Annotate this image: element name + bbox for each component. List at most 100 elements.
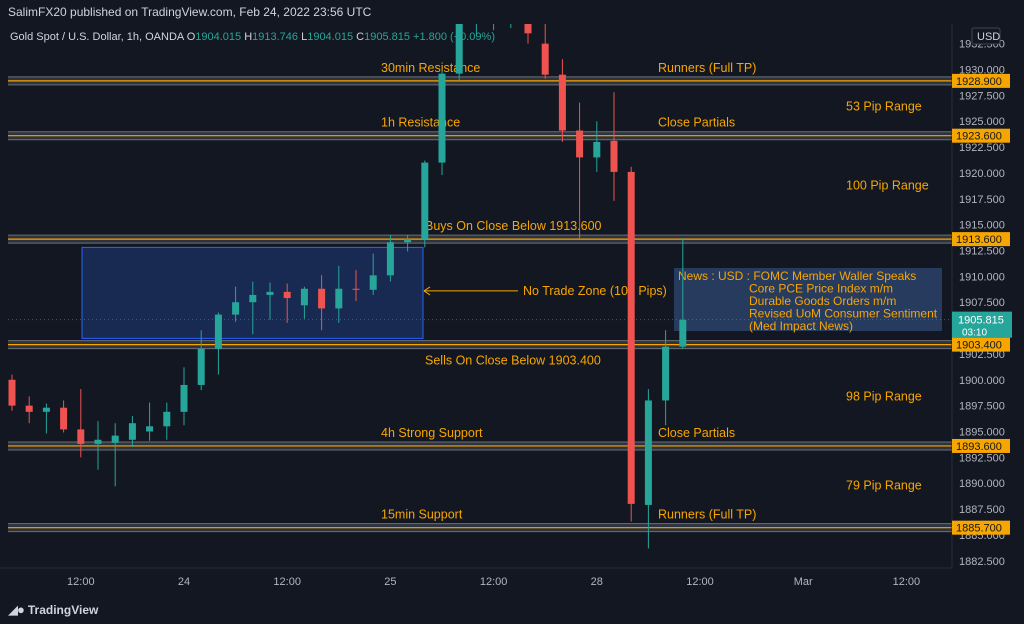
candle-body xyxy=(25,405,33,412)
candle[interactable] xyxy=(77,389,85,458)
x-tick-label: 25 xyxy=(384,576,396,588)
countdown-text: 03:10 xyxy=(962,328,987,339)
candle[interactable] xyxy=(627,166,635,522)
candle[interactable] xyxy=(421,160,429,248)
level-price-tag: 1893.600 xyxy=(952,438,1010,453)
x-tick-label: Mar xyxy=(794,576,813,588)
candle[interactable] xyxy=(644,389,652,549)
candle-body xyxy=(627,171,635,504)
legend-part: 1905.815 xyxy=(364,31,413,43)
y-tick-label: 1912.500 xyxy=(959,245,1005,257)
candle[interactable] xyxy=(300,286,308,319)
candle[interactable] xyxy=(111,423,119,487)
candle-body xyxy=(146,426,154,432)
level-6[interactable]: 15min Support Runners (Full TP) xyxy=(8,508,952,533)
candle[interactable] xyxy=(369,253,377,295)
candle[interactable] xyxy=(146,402,154,441)
level-4[interactable]: Sells On Close Below 1903.400 xyxy=(8,340,952,368)
current-price-text: 1905.815 xyxy=(958,315,1004,327)
candle[interactable] xyxy=(214,312,222,375)
candle[interactable] xyxy=(610,92,618,201)
legend-part: 1904.015 xyxy=(307,31,356,43)
range-label: 53 Pip Range xyxy=(846,100,922,114)
time-axis[interactable]: 12:00 24 12:00 25 12:00 28 12:00 Mar 12:00 xyxy=(0,567,952,588)
candle[interactable] xyxy=(507,24,514,29)
level-5[interactable]: 4h Strong Support Close Partials xyxy=(8,426,952,451)
news-box[interactable]: News : USD : FOMC Member Waller SpeaksCo… xyxy=(674,268,942,333)
candle[interactable] xyxy=(283,283,291,323)
candle[interactable] xyxy=(94,421,102,470)
candle[interactable] xyxy=(455,24,463,82)
level-left-label: 4h Strong Support xyxy=(381,426,483,440)
candle[interactable] xyxy=(163,402,171,440)
candle[interactable] xyxy=(128,415,136,447)
candle[interactable] xyxy=(404,234,412,252)
candle-body xyxy=(421,162,429,240)
candle[interactable] xyxy=(438,69,446,175)
candle-body xyxy=(455,24,463,74)
candle[interactable] xyxy=(232,286,240,322)
symbol-legend: Gold Spot / U.S. Dollar, 1h, OANDA O1904… xyxy=(10,31,495,43)
range-label: 98 Pip Range xyxy=(846,389,922,403)
y-tick-label: 1892.500 xyxy=(959,452,1005,464)
candle[interactable] xyxy=(524,24,532,44)
price-chart[interactable]: News : USD : FOMC Member Waller SpeaksCo… xyxy=(0,24,1024,596)
currency-badge[interactable]: USD xyxy=(971,27,1001,45)
legend-part: 1904.015 xyxy=(195,31,244,43)
level-1[interactable]: 30min Resistance Runners (Full TP) xyxy=(8,61,952,86)
level-3[interactable]: Buys On Close Below 1913.600 xyxy=(8,219,952,244)
candle-body xyxy=(249,294,257,303)
candle-body xyxy=(369,275,377,290)
candle-body xyxy=(593,141,601,158)
candle-body xyxy=(300,288,308,306)
news-line: News : USD : FOMC Member Waller Speaks xyxy=(678,269,916,283)
x-tick-label: 12:00 xyxy=(480,576,508,588)
y-tick-label: 1925.000 xyxy=(959,116,1005,128)
candle[interactable] xyxy=(60,400,68,433)
legend-part: C xyxy=(356,31,364,43)
candle[interactable] xyxy=(25,396,33,424)
level-tag-text: 1903.400 xyxy=(956,340,1002,352)
candle[interactable] xyxy=(679,238,687,349)
candle[interactable] xyxy=(249,281,257,335)
candle-body xyxy=(180,384,188,412)
candle[interactable] xyxy=(473,24,480,37)
candle[interactable] xyxy=(266,282,274,320)
candle[interactable] xyxy=(8,374,16,411)
level-price-tag: 1928.900 xyxy=(952,73,1010,88)
candle-body xyxy=(352,288,360,290)
y-tick-label: 1897.500 xyxy=(959,401,1005,413)
candle[interactable] xyxy=(593,121,601,172)
y-tick-label: 1915.000 xyxy=(959,220,1005,232)
y-tick-label: 1927.500 xyxy=(959,90,1005,102)
candle[interactable] xyxy=(558,59,566,142)
tradingview-logo[interactable]: ◢● TradingView xyxy=(8,602,98,618)
y-tick-label: 1920.000 xyxy=(959,168,1005,180)
candle-body xyxy=(214,314,222,349)
candle-body xyxy=(197,348,205,385)
legend-part: H xyxy=(244,31,252,43)
candle[interactable] xyxy=(335,266,343,323)
x-tick-label: 12:00 xyxy=(273,576,301,588)
currency-badge-bg xyxy=(971,27,1001,45)
candle-body xyxy=(610,140,618,172)
candle[interactable] xyxy=(490,24,497,31)
tradingview-logo-icon: ◢● xyxy=(8,602,25,617)
candle[interactable] xyxy=(386,234,394,282)
candle[interactable] xyxy=(576,102,584,239)
currency-label: USD xyxy=(977,31,1000,43)
candle[interactable] xyxy=(352,270,360,302)
candle[interactable] xyxy=(662,330,670,426)
candle[interactable] xyxy=(42,403,50,434)
candle[interactable] xyxy=(318,275,326,331)
candle-body xyxy=(662,346,670,401)
candle[interactable] xyxy=(180,367,188,426)
x-tick-label: 28 xyxy=(591,576,603,588)
level-left-label: Buys On Close Below 1913.600 xyxy=(425,219,602,233)
candle-body xyxy=(558,74,566,131)
range-label: 100 Pip Range xyxy=(846,178,929,192)
price-axis[interactable]: 1932.5001930.0001927.5001925.0001922.500… xyxy=(951,24,1024,596)
candle[interactable] xyxy=(197,330,205,391)
candle[interactable] xyxy=(541,24,549,79)
